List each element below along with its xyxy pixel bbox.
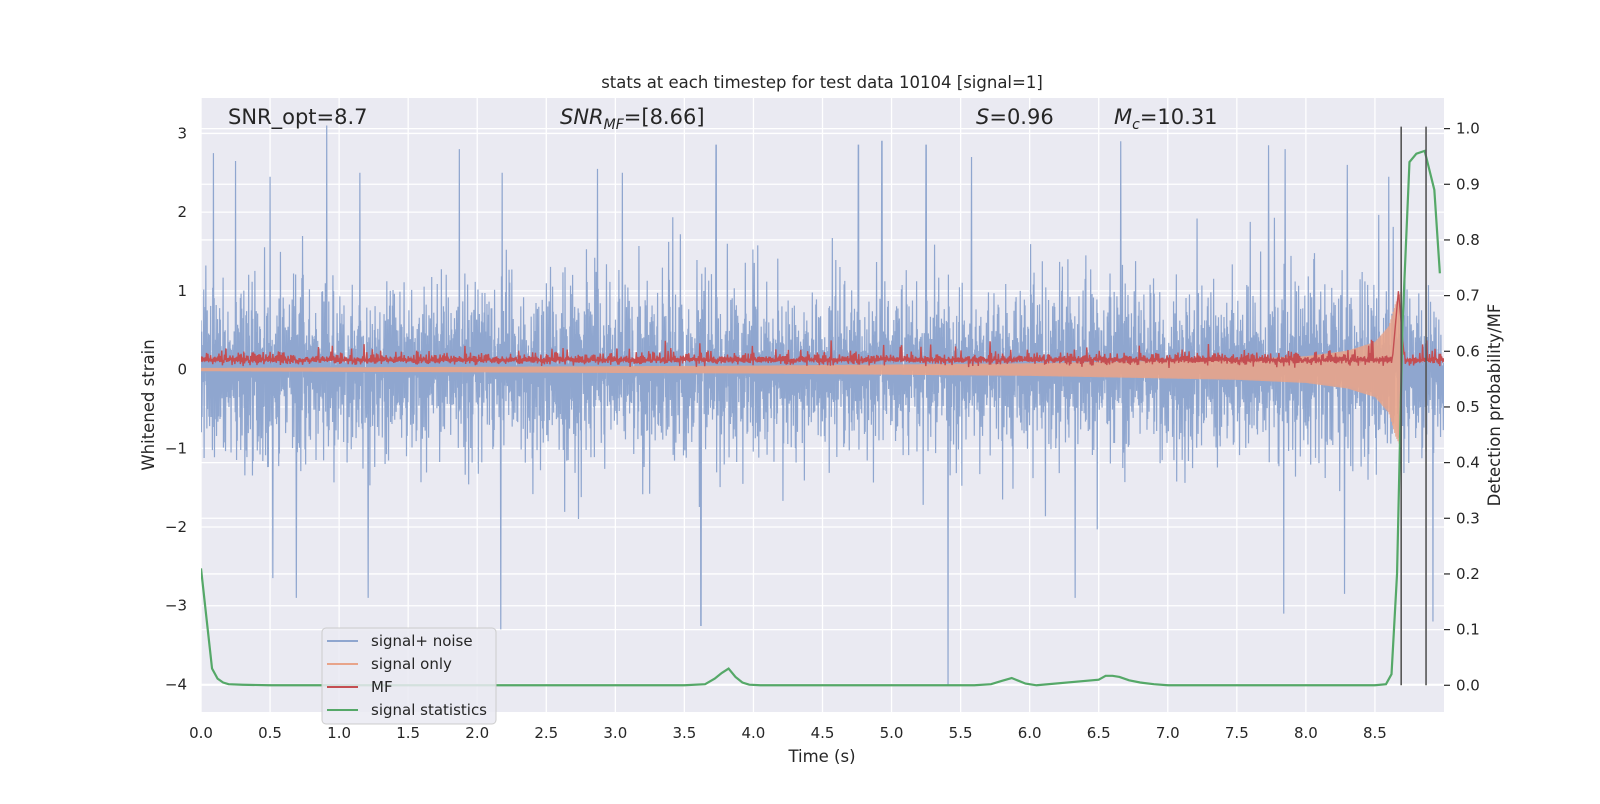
- vline-layer: [1400, 126, 1427, 686]
- annotation-snr-mf-sub: MF: [604, 117, 625, 133]
- x-tick-label: 6.5: [1087, 724, 1111, 742]
- annotation-snr-opt: SNR_opt=8.7: [228, 105, 368, 130]
- series-mf: [201, 291, 1444, 368]
- ticks-layer: 0.0 0.5 1.0 1.5 2.0 2.5 3.0 3.5 4.0 4.5 5.0 5.5 6.0 6…: [165, 120, 1480, 742]
- y-tick-label-left: −1: [165, 439, 187, 457]
- y-tick-label-right: 0.3: [1456, 509, 1480, 527]
- y-tick-label-right: 0.9: [1456, 175, 1480, 193]
- annotation-mc-main: M: [1114, 105, 1132, 129]
- annotation-s-tail: =0.96: [989, 105, 1053, 129]
- x-tick-label: 3.0: [603, 724, 627, 742]
- y-tick-label-right: 0.6: [1456, 342, 1480, 360]
- y-tick-label-left: 2: [177, 203, 187, 221]
- x-tick-label: 1.0: [327, 724, 351, 742]
- x-tick-label: 7.0: [1156, 724, 1180, 742]
- legend-label: signal only: [371, 655, 452, 673]
- y-tick-label-left: 1: [177, 282, 187, 300]
- annotation-s: S=0.96: [976, 105, 1054, 129]
- annotation-mc-sub: c: [1132, 117, 1140, 133]
- y-tick-label-left: −2: [165, 518, 187, 536]
- y-axis-label-left: Whitened strain: [139, 339, 158, 470]
- legend-box: [321, 627, 497, 725]
- legend: signal+ noise signal only MF signal statist…: [321, 627, 497, 725]
- annotation-snr-mf-tail: =[8.66]: [624, 105, 705, 129]
- x-tick-label: 6.0: [1018, 724, 1042, 742]
- x-tick-label: 2.0: [465, 724, 489, 742]
- y-tick-label-right: 1.0: [1456, 120, 1480, 138]
- y-axis-label-right: Detection probability/MF: [1485, 304, 1504, 507]
- chart-title: stats at each timestep for test data 101…: [601, 73, 1043, 92]
- legend-label: signal statistics: [371, 701, 487, 719]
- x-tick-label: 4.5: [811, 724, 835, 742]
- y-tick-label-right: 0.2: [1456, 565, 1480, 583]
- x-tick-label: 4.0: [742, 724, 766, 742]
- x-tick-label: 8.5: [1363, 724, 1387, 742]
- x-tick-label: 8.0: [1294, 724, 1318, 742]
- legend-items: signal+ noise signal only MF signal statist…: [327, 632, 487, 719]
- y-tick-label-left: −3: [165, 597, 187, 615]
- x-tick-label: 2.5: [534, 724, 558, 742]
- y-tick-label-right: 0.8: [1456, 231, 1480, 249]
- annotation-s-main: S: [976, 105, 989, 129]
- y-tick-label-left: 3: [177, 124, 187, 142]
- legend-label: MF: [371, 678, 393, 696]
- y-tick-label-right: 0.7: [1456, 287, 1480, 305]
- series-signal-only: [201, 292, 1402, 446]
- y-tick-label-right: 0.5: [1456, 398, 1480, 416]
- y-tick-label-left: 0: [177, 361, 187, 379]
- y-tick-label-right: 0.1: [1456, 621, 1480, 639]
- annotation-mc: Mc=10.31: [1114, 105, 1218, 133]
- legend-label: signal+ noise: [371, 632, 473, 650]
- x-tick-label: 5.5: [949, 724, 973, 742]
- y-tick-label-left: −4: [165, 675, 187, 693]
- y-tick-label-right: 0.4: [1456, 454, 1480, 472]
- x-tick-label: 7.5: [1225, 724, 1249, 742]
- x-tick-label: 5.0: [880, 724, 904, 742]
- annotation-mc-tail: =10.31: [1140, 105, 1218, 129]
- x-tick-label: 0.5: [258, 724, 282, 742]
- x-tick-label: 0.0: [189, 724, 213, 742]
- x-tick-label: 1.5: [396, 724, 420, 742]
- y-tick-label-right: 0.0: [1456, 676, 1480, 694]
- x-tick-label: 3.5: [672, 724, 696, 742]
- annotation-snr-mf: SNRMF=[8.66]: [560, 105, 705, 133]
- annotation-snr-mf-main: SNR: [560, 105, 604, 129]
- x-axis-label: Time (s): [787, 747, 855, 766]
